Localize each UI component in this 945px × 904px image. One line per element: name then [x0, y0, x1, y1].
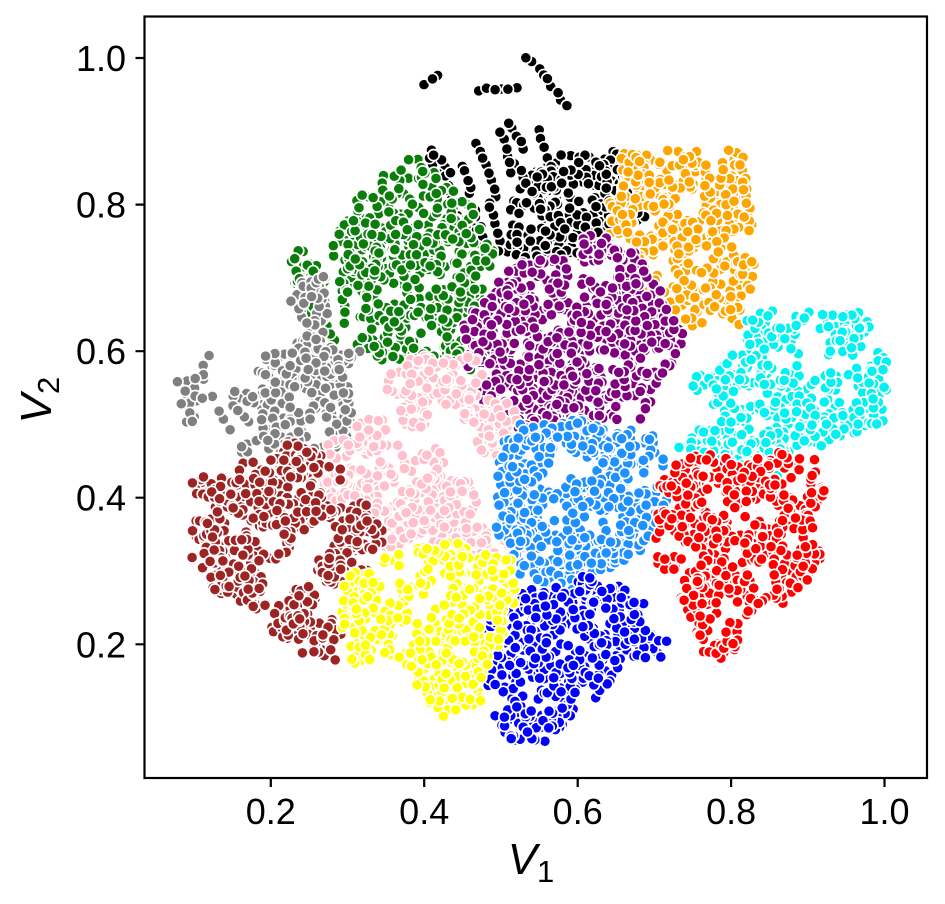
svg-text:0.8: 0.8	[706, 791, 756, 832]
svg-text:0.6: 0.6	[553, 791, 603, 832]
svg-text:0.2: 0.2	[76, 624, 126, 665]
svg-text:0.4: 0.4	[399, 791, 449, 832]
svg-text:V1: V1	[508, 835, 555, 889]
svg-text:1.0: 1.0	[76, 38, 126, 79]
svg-text:0.8: 0.8	[76, 185, 126, 226]
svg-text:1.0: 1.0	[859, 791, 909, 832]
svg-text:0.4: 0.4	[76, 478, 126, 519]
svg-text:0.2: 0.2	[246, 791, 296, 832]
svg-text:0.6: 0.6	[76, 331, 126, 372]
